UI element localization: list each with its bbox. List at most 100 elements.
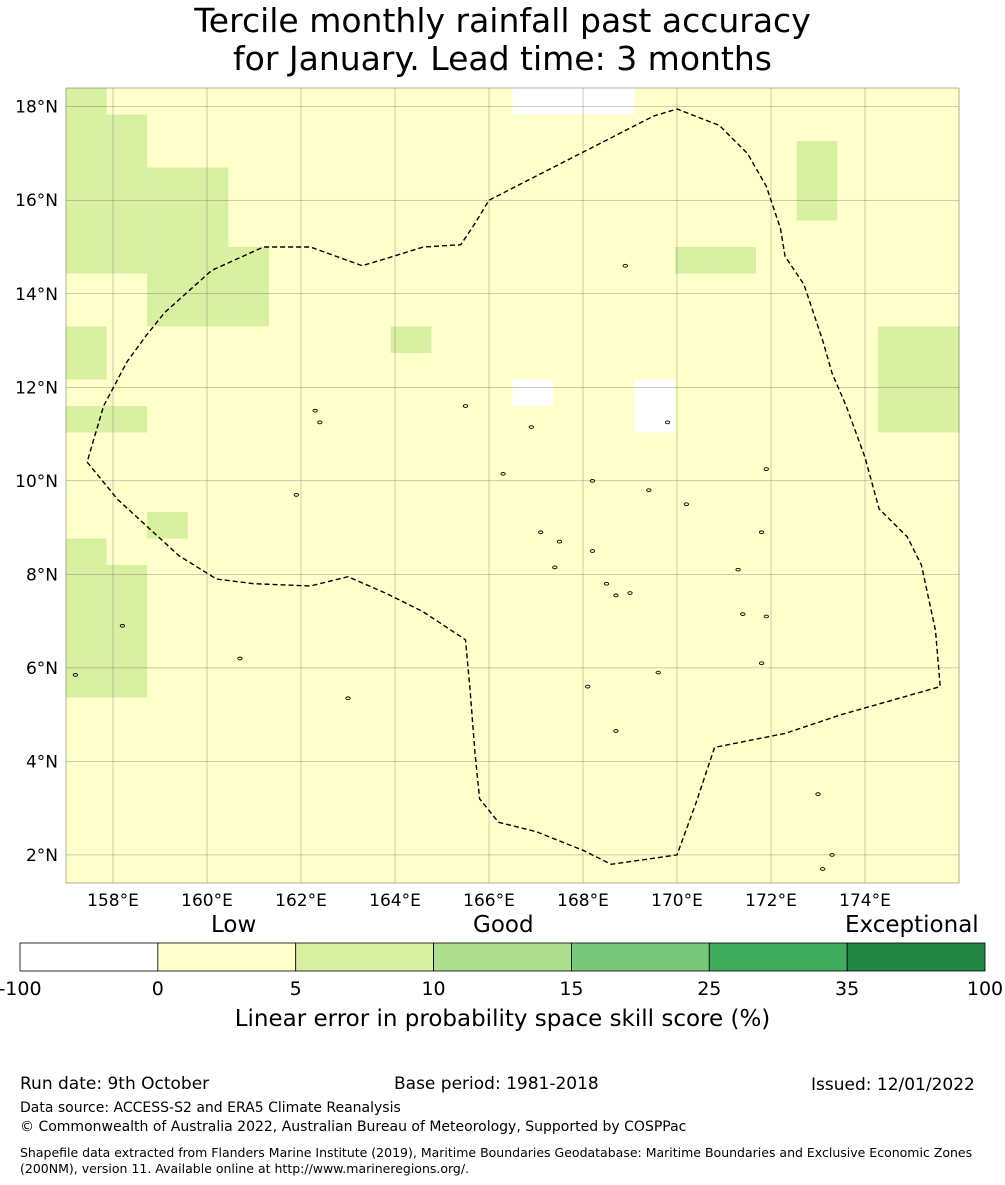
skill-cell (553, 512, 595, 540)
skill-cell (796, 353, 838, 381)
skill-cell (268, 644, 311, 672)
colorbar-swatch (295, 942, 434, 972)
skill-cell (390, 538, 432, 566)
island-outline (119, 623, 126, 628)
skill-cell (471, 618, 514, 646)
skill-cell (471, 300, 514, 328)
skill-cell (837, 300, 879, 328)
skill-cell (634, 830, 676, 858)
island-outline (815, 792, 821, 796)
skill-cell (634, 856, 676, 884)
skill-cell (634, 644, 676, 672)
skill-cell (66, 644, 108, 672)
skill-cell (715, 538, 757, 566)
skill-cell (390, 114, 432, 142)
skill-cell (593, 591, 635, 619)
skill-cell (106, 803, 148, 831)
skill-cell (350, 353, 392, 381)
island-outline (829, 853, 835, 857)
skill-cell (674, 644, 717, 672)
skill-cell (918, 777, 960, 805)
skill-cell (796, 406, 838, 434)
island-outline (72, 673, 79, 677)
skill-cell (147, 538, 189, 566)
skill-cell (796, 114, 838, 142)
skill-cell (350, 724, 392, 752)
skill-cell (390, 591, 432, 619)
island-outline (589, 549, 596, 553)
skill-cell (106, 565, 148, 593)
skill-cell (593, 326, 635, 354)
skill-cell (512, 856, 554, 884)
skill-cell (593, 220, 635, 248)
skill-cell (918, 830, 960, 858)
skill-cell (187, 538, 229, 566)
skill-cell (877, 379, 920, 407)
skill-cell (390, 141, 432, 169)
skill-cell (309, 750, 351, 778)
skill-cell (512, 114, 554, 142)
skill-cell (918, 724, 960, 752)
skill-cell (106, 697, 148, 725)
skill-cell (268, 618, 311, 646)
island-outline (538, 530, 544, 535)
skill-cell (431, 459, 473, 487)
skill-cell (106, 512, 148, 540)
skill-cell (187, 114, 229, 142)
skill-cell (268, 856, 311, 884)
skill-cell (918, 697, 960, 725)
skill-cell (553, 326, 595, 354)
skill-cell (553, 220, 595, 248)
skill-cell (756, 141, 798, 169)
island-outline (312, 408, 318, 413)
skill-cell (756, 353, 798, 381)
skill-cell (553, 777, 595, 805)
skill-cell (715, 220, 757, 248)
skill-cell (147, 565, 189, 593)
skill-cell (66, 300, 108, 328)
skill-cell (106, 644, 148, 672)
skill-cell (66, 353, 108, 381)
skill-cell (228, 273, 270, 301)
skill-cell (228, 697, 270, 725)
skill-cell (512, 167, 554, 195)
skill-cell (837, 644, 879, 672)
skill-cell (837, 167, 879, 195)
skill-cell (512, 750, 554, 778)
skill-cell (756, 856, 798, 884)
skill-cell (147, 803, 189, 831)
scale-word-exceptional: Exceptional (845, 912, 979, 938)
skill-cell (756, 750, 798, 778)
skill-cell (147, 591, 189, 619)
skill-cell (593, 194, 635, 222)
skill-cell (147, 406, 189, 434)
skill-cell (877, 671, 920, 699)
skill-cell (918, 167, 960, 195)
lat-tick-label: 16°N (15, 191, 58, 211)
island-outline (627, 591, 633, 595)
skill-cell (309, 512, 351, 540)
skill-cell (228, 326, 270, 354)
lon-tick-label: 174°E (839, 891, 891, 911)
skill-cell (309, 300, 351, 328)
skill-cell (147, 671, 189, 699)
skill-cell (350, 485, 392, 513)
skill-cell (471, 830, 514, 858)
skill-cell (715, 618, 757, 646)
island-outline (528, 425, 534, 429)
skill-cell (350, 618, 392, 646)
skill-cell (431, 273, 473, 301)
skill-cell (66, 114, 108, 142)
skill-cell (390, 247, 432, 275)
skill-cell (390, 856, 432, 884)
skill-cell (593, 856, 635, 884)
skill-cell (674, 750, 717, 778)
lat-tick-label: 18°N (15, 98, 58, 118)
skill-cell (634, 273, 676, 301)
skill-cell (66, 671, 108, 699)
skill-cell (187, 141, 229, 169)
skill-cell (918, 591, 960, 619)
skill-cell (674, 618, 717, 646)
skill-cell (634, 432, 676, 460)
skill-cell (431, 697, 473, 725)
